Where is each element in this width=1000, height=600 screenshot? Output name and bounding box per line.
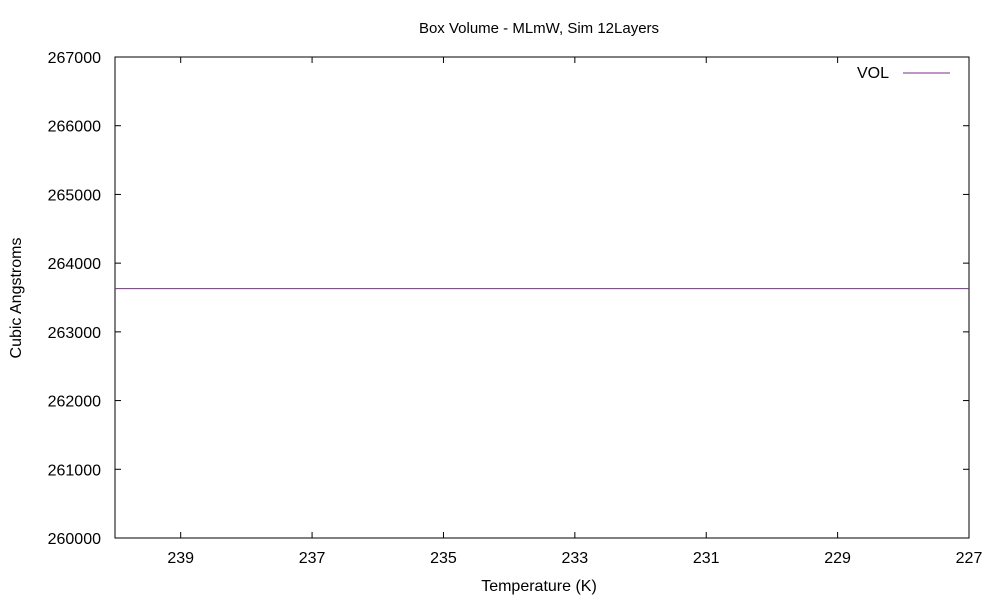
y-tick-label: 265000 [48, 187, 101, 204]
chart-title: Box Volume - MLmW, Sim 12Layers [419, 20, 659, 37]
y-tick-label: 263000 [48, 325, 101, 342]
y-axis-ticks: 260000 261000 262000 263000 264000 265000 2660… [48, 50, 969, 548]
y-tick-label: 267000 [48, 50, 101, 67]
x-tick-label: 235 [430, 550, 457, 567]
y-axis-title: Cubic Angstroms [8, 238, 25, 359]
x-axis-ticks: 239 237 235 233 231 229 227 [167, 57, 982, 567]
x-tick-label: 239 [167, 550, 194, 567]
x-tick-label: 229 [824, 550, 851, 567]
y-tick-label: 264000 [48, 256, 101, 273]
y-tick-label: 261000 [48, 462, 101, 479]
x-tick-label: 233 [561, 550, 588, 567]
legend: VOL [857, 65, 950, 82]
legend-label: VOL [857, 65, 889, 82]
y-tick-label: 260000 [48, 531, 101, 548]
x-tick-label: 237 [299, 550, 326, 567]
y-tick-label: 266000 [48, 119, 101, 136]
plot-frame [114, 56, 970, 539]
x-axis-title: Temperature (K) [481, 578, 597, 595]
x-tick-label: 227 [956, 550, 983, 567]
y-tick-label: 262000 [48, 394, 101, 411]
x-tick-label: 231 [693, 550, 720, 567]
